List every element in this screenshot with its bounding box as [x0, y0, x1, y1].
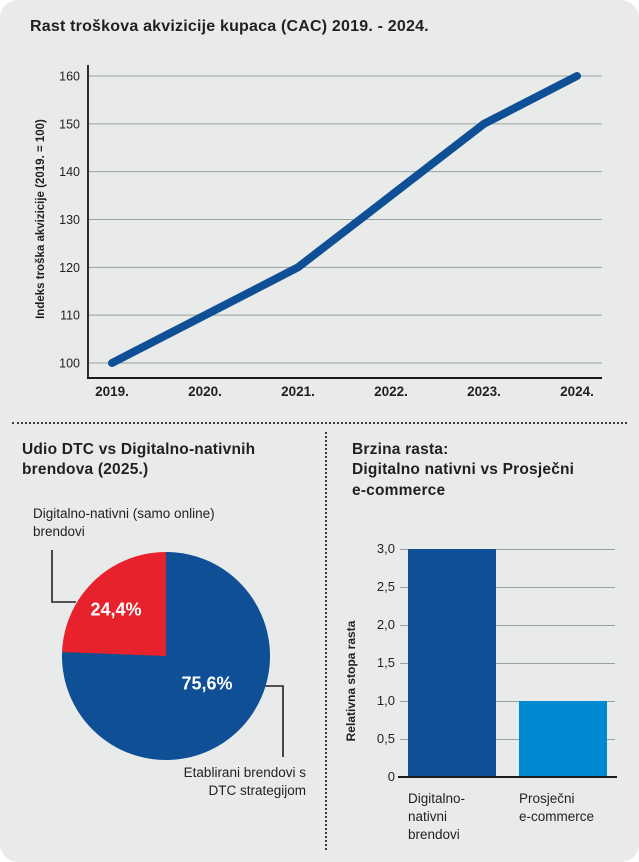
bar-y-tick-label: 3,0: [376, 541, 395, 556]
bar-series-1: [408, 549, 496, 777]
red-slice-callout-line: [51, 550, 76, 603]
line-y-axis-label: Indeks troška akvizicije (2019. = 100): [35, 119, 47, 319]
x-tick-label: 2022.: [374, 384, 408, 399]
vertical-divider: [325, 432, 327, 850]
bar-panel-title: Brzina rasta: Digitalno nativni vs Prosj…: [352, 440, 574, 501]
pie-red-slice-label: Digitalno-nativni (samo online) brendovi: [33, 505, 215, 541]
bar-y-gridline: [400, 662, 615, 664]
x-tick-label: 2021.: [281, 384, 315, 399]
growth-bar-chart: Relativna stopa rasta Digitalno- nativni…: [330, 540, 639, 862]
y-tick-label: 140: [59, 165, 80, 179]
y-tick-label: 160: [59, 70, 80, 84]
pie-red-percent: 24,4%: [90, 599, 142, 620]
x-tick-label: 2024.: [560, 384, 594, 399]
cac-line-series: [108, 72, 581, 367]
pie-blue-slice-label: Etablirani brendovi s DTC strategijom: [184, 764, 306, 800]
bar-series-2: [519, 701, 607, 777]
blue-slice-callout-line: [265, 685, 284, 757]
x-tick-label: 2019.: [95, 384, 129, 399]
pie-red-slice-label-line: brendovi: [33, 523, 85, 539]
bar-cat2-line: Prosječni: [519, 791, 575, 806]
pie-title-line: Udio DTC vs Digitalno-nativnih: [22, 441, 256, 458]
horizontal-divider: [12, 422, 627, 424]
y-tick-label: 100: [59, 357, 80, 371]
bar-y-gridline: [400, 738, 615, 740]
bar-cat1-line: Digitalno-: [408, 791, 466, 806]
y-tick-label: 120: [59, 261, 80, 275]
bar-y-gridline: [400, 548, 615, 550]
bar-y-gridline: [400, 624, 615, 626]
bar-y-tick-label: 0: [387, 769, 395, 784]
bar-y-tick-label: 0,5: [376, 731, 395, 746]
y-tick-label: 150: [59, 117, 80, 131]
bar-y-gridline: [400, 700, 615, 702]
bar-y-tick-label: 1,5: [376, 655, 395, 670]
pie-title-line: brendova (2025.): [22, 461, 149, 479]
bar-cat1-line: brendovi: [408, 826, 460, 842]
bar-y-gridline: [400, 586, 615, 588]
bar-y-tick-label: 2,5: [376, 579, 395, 594]
bar-cat1-line: nativni: [408, 808, 448, 824]
bar-cat2-line: e-commerce: [519, 808, 595, 824]
y-tick-label: 130: [59, 213, 80, 227]
bar-category-label-2: Prosječni e-commerce: [519, 790, 594, 826]
y-tick-label: 110: [60, 309, 80, 323]
bar-title-line: Brzina rasta:: [352, 441, 449, 458]
pie-blue-slice-label-line: Etablirani brendovi s: [183, 765, 306, 780]
pie-panel-title: Udio DTC vs Digitalno-nativnih brendova …: [22, 440, 255, 481]
bar-y-tick-label: 2,0: [376, 617, 395, 632]
pie-blue-slice-label-line: DTC strategijom: [208, 782, 306, 798]
dtc-pie-chart: [62, 552, 270, 760]
bar-category-label-1: Digitalno- nativni brendovi: [408, 790, 465, 843]
bar-title-line: Digitalno nativni vs Prosječni: [352, 461, 575, 479]
pie-callout-lines: [51, 550, 284, 757]
bar-x-axis-line: [398, 776, 617, 778]
bar-title-line: e-commerce: [352, 481, 446, 499]
pie-red-slice-label-line: Digitalno-nativni (samo online): [33, 506, 215, 521]
page-title: Rast troškova akvizicije kupaca (CAC) 20…: [30, 18, 429, 35]
bar-y-tick-label: 1,0: [376, 693, 395, 708]
cac-line-chart: 100 110 120 130 140 150 160 2019. 2020. 2021. 2022…: [35, 65, 602, 399]
x-tick-label: 2023.: [467, 384, 501, 399]
x-tick-label: 2020.: [188, 384, 222, 399]
pie-blue-percent: 75,6%: [181, 673, 233, 694]
